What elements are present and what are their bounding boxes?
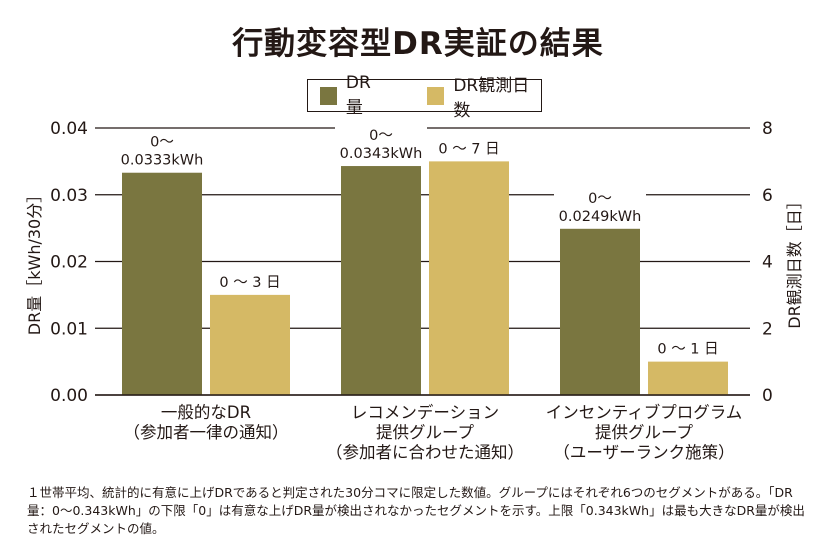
y-tick-label-left: 0.03: [50, 186, 88, 206]
x-category-label: レコメンデーション: [351, 402, 499, 422]
bar-dr-days: [429, 161, 509, 395]
bar-label-background: [204, 270, 296, 293]
y-tick-label-left: 0.01: [50, 319, 88, 339]
bar-data-label: 0.0333kWh: [121, 153, 204, 169]
bar-label-background: [642, 337, 734, 360]
x-category-label: 提供グループ: [595, 423, 694, 442]
legend-item-dr-days: DR観測日数: [427, 71, 541, 121]
bar-label-background: [116, 130, 208, 171]
legend-label-dr-days: DR観測日数: [453, 75, 530, 121]
bar-data-label: 0〜: [369, 128, 393, 144]
y-tick-label-left: 0.04: [50, 119, 88, 139]
bar-dr-days: [210, 294, 290, 395]
bar-data-label: 0〜: [150, 135, 174, 151]
legend-label-dr-amount: DR量: [345, 73, 371, 118]
x-category-label: 一般的なDR: [161, 403, 251, 422]
bar-label-background: [335, 124, 427, 165]
y-axis-left-title: DR量［kWh/30分］: [25, 187, 44, 335]
x-category-label: （参加者一律の通知）: [124, 423, 289, 442]
footnote: １世帯平均、統計的に有意に上げDRであると判定された30分コマに限定した数値。グ…: [27, 485, 805, 536]
bar-dr-days: [648, 361, 728, 395]
axes: 0.00 0.01 0.02 0.03 0.04 0 2 4 6 8 一般的なDR（参加者一律の通知…: [50, 119, 773, 462]
y-tick-label-left: 0.02: [50, 253, 88, 273]
y-tick-label-right: 0: [762, 386, 773, 406]
bar-data-label: 0.0343kWh: [340, 146, 423, 162]
x-category-label: （参加者に合わせた通知）: [326, 443, 524, 462]
bars: [122, 161, 728, 395]
bar-data-label: 0 〜 3 日: [219, 275, 280, 291]
legend-swatch-dr-amount: [320, 86, 337, 105]
y-axis-right-title: DR観測日数［日］: [785, 193, 804, 328]
y-tick-label-right: 2: [762, 319, 773, 339]
bar-dr-amount: [122, 172, 202, 395]
x-category-label: （ユーザーランク施策）: [553, 443, 734, 462]
bar-label-background: [554, 186, 646, 227]
bar-data-label: 0 〜 7 日: [438, 141, 499, 157]
y-tick-label-right: 8: [762, 119, 773, 139]
chart-title: 行動変容型DR実証の結果: [232, 26, 604, 62]
legend-swatch-dr-days: [427, 86, 445, 105]
y-tick-label-right: 6: [762, 186, 773, 206]
x-category-label: 提供グループ: [376, 423, 475, 442]
bar-dr-amount: [560, 228, 640, 395]
legend-item-dr-amount: DR量: [320, 73, 385, 118]
y-tick-label-left: 0.00: [50, 386, 88, 406]
chart-legend: DR量 DR観測日数: [307, 73, 542, 121]
bar-data-label: 0〜: [588, 191, 612, 207]
bar-labels: 0〜 0.0333kWh 0 〜 3 日 0〜 0.0343kWh 0 〜 7 日 0〜 0.…: [116, 124, 734, 360]
bar-data-label: 0 〜 1 日: [657, 342, 718, 358]
bar-label-background: [423, 137, 515, 160]
y-tick-label-right: 4: [762, 253, 773, 273]
bar-data-label: 0.0249kWh: [559, 209, 642, 225]
bar-dr-amount: [341, 166, 421, 395]
x-category-label: インセンティブプログラム: [546, 402, 743, 422]
